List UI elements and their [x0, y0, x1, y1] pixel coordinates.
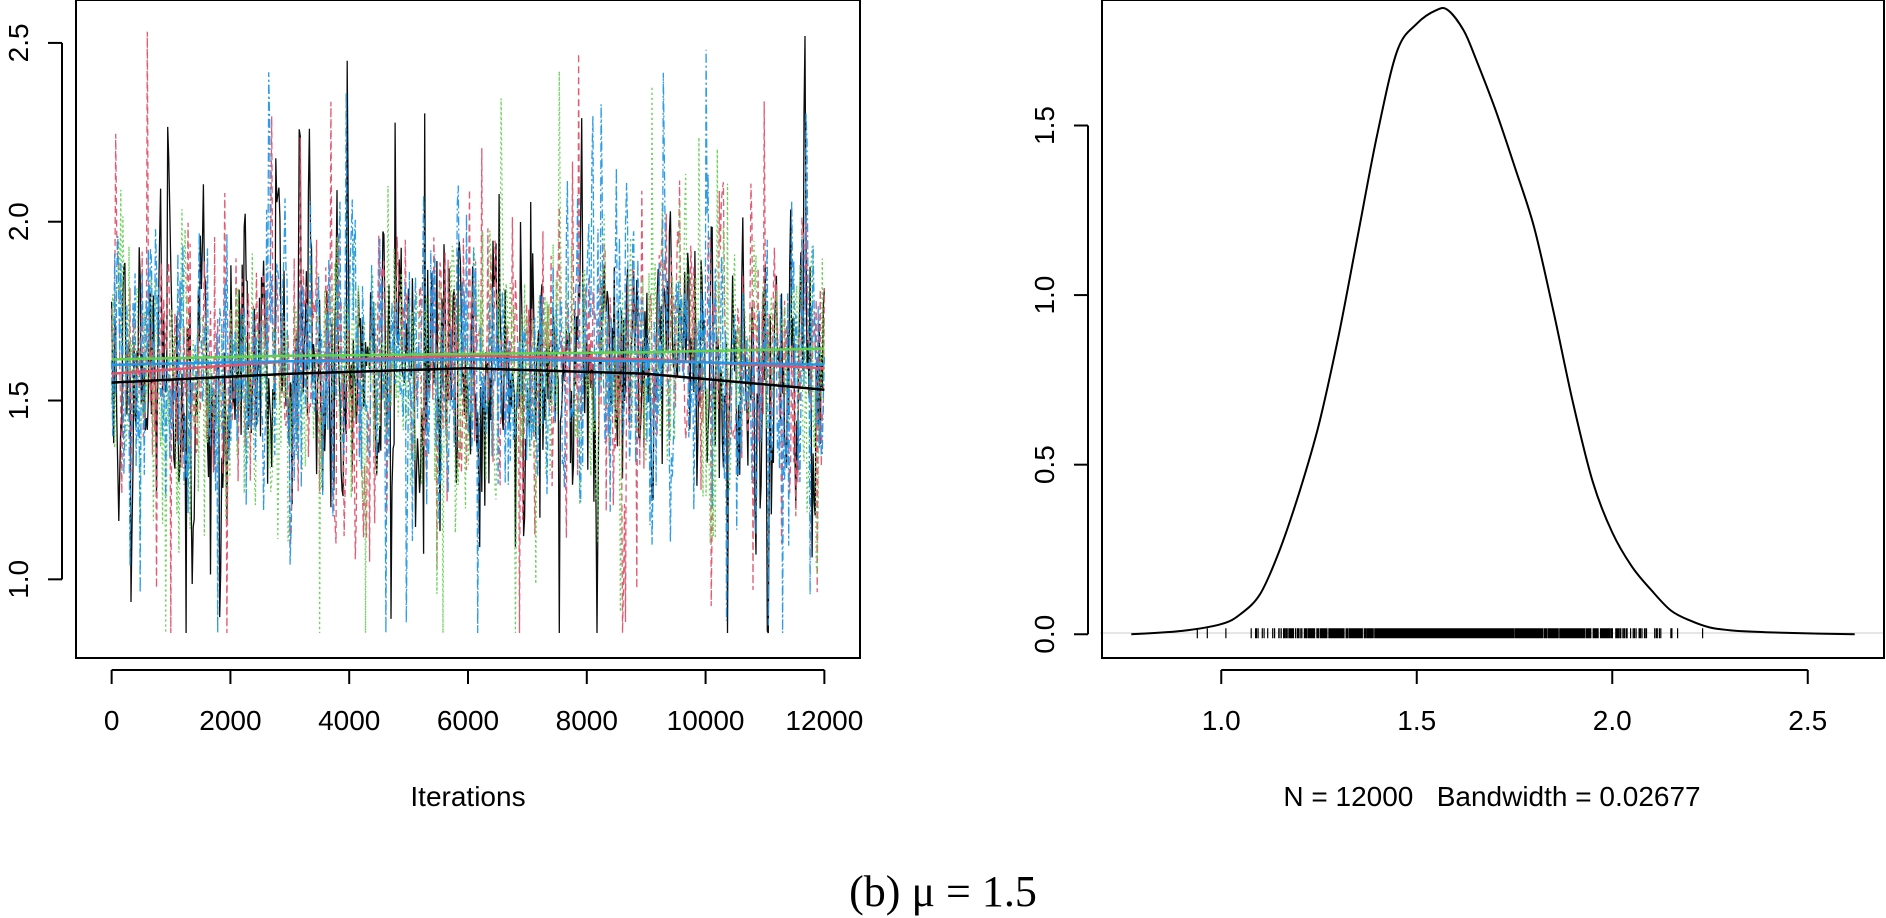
figure-caption: (b) μ = 1.5: [849, 867, 1037, 916]
density-rug-ticks: [1196, 628, 1704, 639]
density-plot: 1.0 1.5 2.0 2.5 0.0 0.5 1.0 1.5 N = 12000 Band…: [1029, 0, 1885, 812]
trace-y-tick-label: 1.5: [3, 381, 34, 420]
density-y-tick-label: 0.5: [1029, 445, 1060, 484]
density-y-axis: 0.0 0.5 1.0 1.5: [1029, 106, 1089, 654]
trace-x-tick-label: 8000: [556, 705, 618, 736]
density-rug: [1196, 628, 1704, 639]
trace-smooth-lines: [111, 347, 825, 392]
trace-y-tick-label: 1.0: [3, 560, 34, 599]
trace-y-tick-label: 2.5: [3, 23, 34, 62]
trace-plot: 0 2000 4000 6000 8000 10000 12000 1.0 1.5 2.0 2.5…: [3, 0, 863, 812]
trace-y-axis: 1.0 1.5 2.0 2.5: [3, 23, 63, 599]
density-y-tick-label: 1.5: [1029, 106, 1060, 145]
trace-x-tick-label: 2000: [199, 705, 261, 736]
trace-chains: [110, 31, 826, 634]
trace-x-axis-title: Iterations: [410, 781, 525, 812]
trace-x-tick-label: 6000: [437, 705, 499, 736]
density-x-tick-label: 2.5: [1788, 705, 1827, 736]
trace-plot-frame: [75, 0, 861, 659]
trace-smooth-4: [111, 358, 825, 367]
trace-x-tick-label: 12000: [785, 705, 863, 736]
trace-x-tick-label: 0: [104, 705, 120, 736]
trace-smooth-1: [111, 367, 825, 392]
density-plot-frame: [1101, 0, 1885, 659]
density-y-tick-label: 0.0: [1029, 615, 1060, 654]
trace-x-axis: 0 2000 4000 6000 8000 10000 12000: [104, 669, 863, 736]
density-x-tick-label: 2.0: [1593, 705, 1632, 736]
density-x-axis-title: N = 12000 Bandwidth = 0.02677: [1283, 781, 1700, 812]
density-x-tick-label: 1.0: [1202, 705, 1241, 736]
trace-smooth-3: [111, 347, 825, 361]
trace-chain-4: [110, 49, 826, 634]
trace-x-tick-label: 4000: [318, 705, 380, 736]
density-y-tick-label: 1.0: [1029, 276, 1060, 315]
trace-x-tick-label: 10000: [667, 705, 745, 736]
density-curve: [1131, 7, 1855, 636]
density-x-axis: 1.0 1.5 2.0 2.5: [1202, 669, 1827, 736]
trace-y-tick-label: 2.0: [3, 202, 34, 241]
density-x-tick-label: 1.5: [1397, 705, 1436, 736]
trace-chain-3: [110, 71, 826, 634]
